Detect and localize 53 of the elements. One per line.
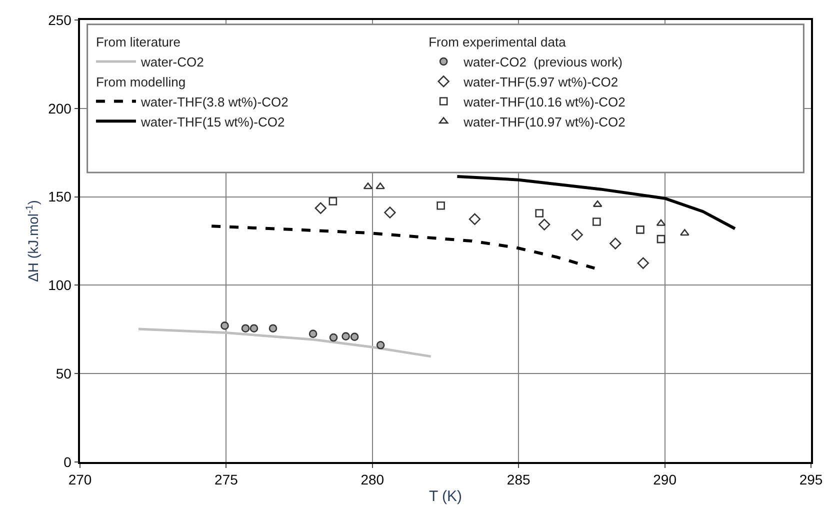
y-tick-label: 200 [48, 100, 72, 116]
point [268, 324, 278, 332]
legend-label: water-CO2 (previous work) [462, 54, 623, 70]
point [571, 228, 583, 241]
x-tick-label: 295 [799, 472, 823, 488]
y-tick-label: 250 [48, 12, 72, 28]
point [376, 340, 385, 350]
legend-label: water-THF(10.97 wt%)-CO2 [462, 114, 626, 130]
point [308, 330, 318, 338]
point [592, 200, 602, 207]
legend-label: water-THF(15 wt%)-CO2 [140, 114, 285, 130]
point [376, 182, 385, 190]
y-tick-label: 50 [56, 366, 72, 382]
legend-label: water-CO2 [140, 54, 204, 70]
point [241, 324, 250, 332]
line-series [137, 328, 432, 358]
point [637, 257, 650, 269]
y-tick-label: 100 [48, 277, 72, 294]
point [250, 324, 258, 332]
point [363, 182, 373, 190]
x-tick-label: 275 [214, 472, 238, 488]
point [350, 332, 359, 341]
point [314, 202, 326, 214]
point [535, 209, 544, 218]
x-tick-label: 280 [360, 472, 384, 488]
line-series [456, 174, 736, 230]
annotation: From modelling [96, 74, 186, 90]
legend-label: water-THF(10.16 wt%)-CO2 [462, 94, 626, 110]
point [680, 229, 690, 236]
y-tick-label: 150 [48, 188, 72, 205]
x-tick-label: 290 [653, 472, 677, 488]
point [656, 234, 666, 244]
x-tick-label: 270 [68, 472, 92, 488]
point [342, 332, 350, 340]
x-tick-label: 285 [506, 472, 530, 488]
legend-label: water-THF(5.97 wt%)-CO2 [462, 74, 618, 90]
point [329, 333, 338, 342]
point [328, 197, 338, 206]
x-axis-title: T (K) [428, 488, 462, 506]
point [538, 218, 550, 230]
point [592, 218, 601, 226]
point [220, 322, 229, 330]
point [656, 219, 666, 226]
point [610, 238, 622, 250]
annotation: From literature [96, 34, 180, 50]
point [436, 201, 445, 210]
y-tick-label: 0 [64, 454, 72, 470]
point [468, 213, 481, 225]
point [384, 206, 396, 218]
point [636, 226, 644, 234]
line-series [210, 224, 596, 270]
annotation: From experimental data [428, 34, 567, 50]
legend-label: water-THF(3.8 wt%)-CO2 [140, 94, 288, 110]
